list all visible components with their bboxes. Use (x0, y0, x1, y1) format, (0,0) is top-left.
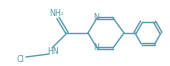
Text: N: N (93, 14, 99, 23)
Text: N: N (93, 43, 99, 52)
Text: H: H (54, 9, 60, 17)
Text: Cl: Cl (16, 56, 24, 64)
Text: ₂: ₂ (61, 10, 63, 16)
Text: ’: ’ (26, 55, 28, 61)
Text: N: N (49, 9, 55, 17)
Text: HN: HN (47, 48, 59, 56)
